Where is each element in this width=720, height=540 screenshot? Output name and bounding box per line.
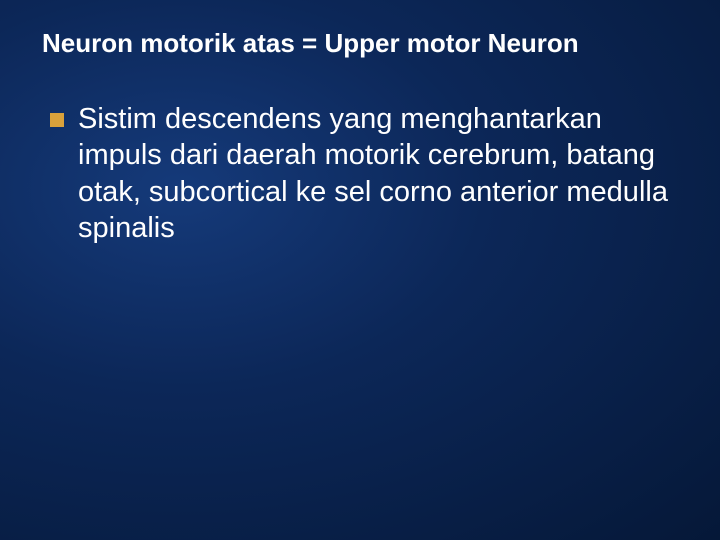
slide-body: Sistim descendens yang menghantarkan imp…: [42, 101, 678, 246]
bullet-text: Sistim descendens yang menghantarkan imp…: [78, 101, 678, 246]
slide-title: Neuron motorik atas = Upper motor Neuron: [42, 28, 678, 59]
bullet-square-icon: [50, 113, 64, 127]
slide: Neuron motorik atas = Upper motor Neuron…: [0, 0, 720, 540]
bullet-item: Sistim descendens yang menghantarkan imp…: [50, 101, 678, 246]
